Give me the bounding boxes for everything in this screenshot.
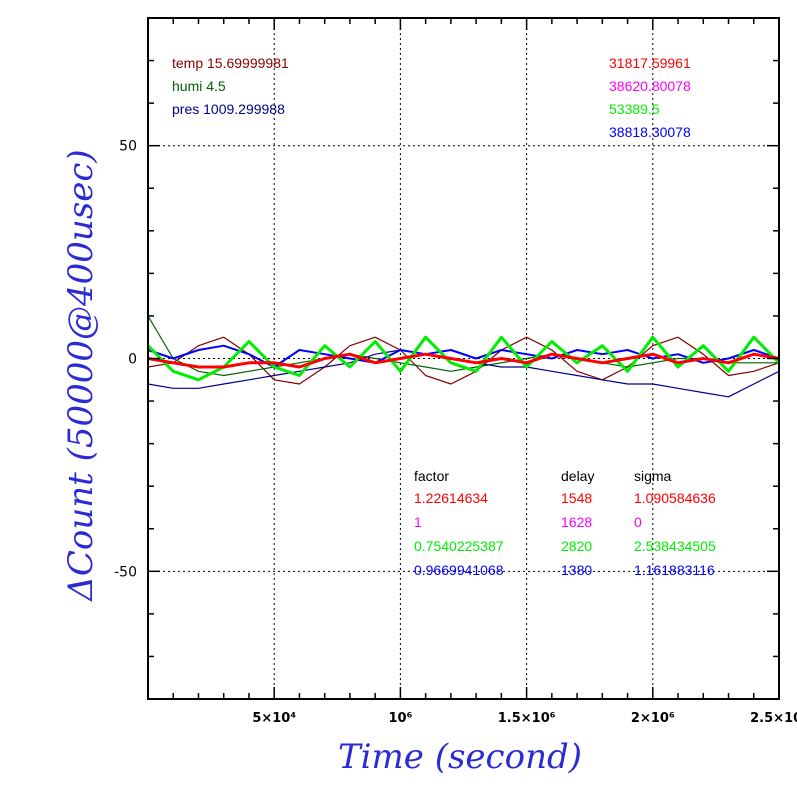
table-cell: 1.161883116 xyxy=(634,562,715,578)
env-annotation: temp 15.69999981 xyxy=(172,55,289,71)
annotations: temp 15.69999981 humi 4.5 pres 1009.299988… xyxy=(172,55,716,578)
x-tick-label: 10⁶ xyxy=(389,711,413,726)
table-cell: 1628 xyxy=(561,514,592,530)
y-tick-label: 50 xyxy=(119,139,137,155)
x-tick-label: 1.5×10⁶ xyxy=(498,711,556,726)
table-cell: 0 xyxy=(634,514,642,530)
table-cell: 2820 xyxy=(561,538,592,554)
table-header: factor xyxy=(414,468,449,484)
x-axis-ticks: 5×10⁴ 10⁶ 1.5×10⁶ 2×10⁶ 2.5×10⁶ xyxy=(252,711,797,726)
x-tick-label: 5×10⁴ xyxy=(252,711,296,726)
table-cell: 1 xyxy=(414,514,422,530)
series-line xyxy=(147,352,780,369)
series-layer xyxy=(146,315,781,398)
series-annotation: 53389.5 xyxy=(609,101,660,117)
series-annotation: 31817.59961 xyxy=(609,55,691,71)
table-cell: 1.22614634 xyxy=(414,490,488,506)
y-tick-label: 0 xyxy=(128,352,137,368)
env-annotation: pres 1009.299988 xyxy=(172,101,285,117)
table-cell: 1380 xyxy=(561,562,592,578)
series-annotation: 38620.80078 xyxy=(609,78,691,94)
table-header: delay xyxy=(561,468,594,484)
series-line xyxy=(147,315,779,377)
table-cell: 1.090584636 xyxy=(634,490,716,506)
table-cell: 0.9669941068 xyxy=(414,562,504,578)
series-annotation: 38818.30078 xyxy=(609,124,691,140)
x-tick-label: 2.5×10⁶ xyxy=(750,711,797,726)
table-cell: 1548 xyxy=(561,490,592,506)
x-axis-title: Time (second) xyxy=(338,737,582,777)
y-axis-ticks: 50 0 -50 xyxy=(114,139,137,581)
table-cell: 0.7540225387 xyxy=(414,538,504,554)
y-tick-label: -50 xyxy=(114,564,137,580)
series-line xyxy=(147,344,780,368)
table-header: sigma xyxy=(634,468,672,484)
series-line xyxy=(147,336,780,385)
minor-ticks xyxy=(148,18,779,699)
env-annotation: humi 4.5 xyxy=(172,78,226,94)
table-cell: 2.538434505 xyxy=(634,538,716,554)
y-axis-title: ΔCount (50000@400usec) xyxy=(61,149,101,602)
x-tick-label: 2×10⁶ xyxy=(631,711,675,726)
